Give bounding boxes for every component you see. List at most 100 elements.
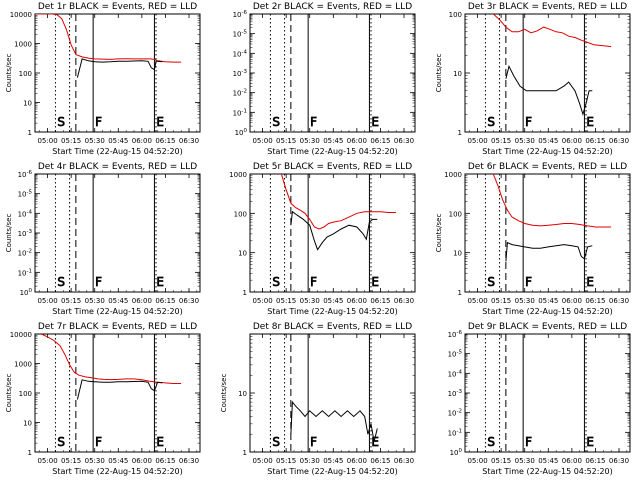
x-tick-label: 06:30 (179, 457, 199, 465)
x-tick-label: 06:30 (394, 457, 414, 465)
panel-det-7: Det 7r BLACK = Events, RED = LLD 1 10 100 10… (5, 322, 201, 476)
y-tick-label: 100 (19, 70, 32, 78)
x-tick-label: 06:15 (155, 137, 175, 145)
y-axis-label: Counts/sec (5, 54, 13, 93)
x-axis-label: Start Time (22-Aug-15 04:52:20) (267, 307, 398, 316)
x-tick-label: 06:15 (370, 297, 390, 305)
x-tick-label: 06:00 (132, 457, 152, 465)
x-axis-label: Start Time (22-Aug-15 04:52:20) (482, 467, 613, 476)
panel-det-8: Det 8r BLACK = Events, RED = LLD 1 10 05:00… (220, 322, 416, 476)
x-tick-label: 06:30 (609, 297, 629, 305)
x-tick-label: 05:30 (300, 297, 320, 305)
marker-label: S (487, 115, 495, 129)
panel-title: Det 9r BLACK = Events, RED = LLD (468, 322, 627, 332)
x-tick-label: 06:00 (347, 297, 367, 305)
y-tick-label: 10000 (10, 331, 32, 339)
marker-label: S (487, 275, 495, 289)
x-tick-label: 06:00 (562, 457, 582, 465)
x-tick-label: 05:00 (467, 137, 487, 145)
marker-label: E (156, 115, 164, 129)
x-tick-label: 06:30 (179, 297, 199, 305)
y-tick-label: 10-5 (448, 350, 463, 359)
plot-frame (249, 173, 416, 293)
panel-det-5: Det 5r BLACK = Events, RED = LLD 1 10 100 10… (229, 162, 416, 316)
series-line-lld (41, 334, 182, 384)
x-tick-label: 05:30 (515, 297, 535, 305)
y-tick-label: 10-2 (18, 249, 32, 258)
marker-label: S (272, 115, 280, 129)
x-tick-label: 06:30 (609, 457, 629, 465)
x-tick-label: 05:30 (515, 457, 535, 465)
y-tick-label: 10-1 (448, 428, 462, 437)
y-tick-label: 10-6 (448, 330, 463, 339)
y-tick-label: 100 (235, 128, 248, 137)
x-tick-label: 05:30 (515, 137, 535, 145)
x-tick-label: 05:45 (538, 137, 558, 145)
panel-title: Det 7r BLACK = Events, RED = LLD (38, 322, 197, 332)
y-tick-label: 1 (243, 449, 247, 457)
panel-det-4: Det 4r BLACK = Events, RED = LLD 100 10-1 1… (5, 162, 201, 316)
y-tick-label: 1000 (14, 361, 32, 369)
x-tick-label: 05:00 (467, 297, 487, 305)
x-tick-label: 05:30 (300, 457, 320, 465)
marker-label: E (156, 275, 164, 289)
x-axis-label: Start Time (22-Aug-15 04:52:20) (267, 467, 398, 476)
y-tick-label: 10-2 (233, 89, 247, 98)
x-tick-label: 05:00 (252, 297, 272, 305)
x-tick-label: 05:00 (252, 137, 272, 145)
y-tick-label: 10-5 (18, 190, 33, 199)
x-tick-label: 06:00 (562, 297, 582, 305)
x-tick-label: 05:30 (85, 137, 105, 145)
marker-label: E (586, 275, 594, 289)
series-line-events (76, 58, 163, 78)
series-line-events (290, 400, 378, 442)
marker-label: F (95, 275, 102, 289)
y-tick-label: 100 (449, 210, 462, 218)
x-axis-label: Start Time (22-Aug-15 04:52:20) (267, 147, 398, 156)
x-tick-label: 06:30 (609, 137, 629, 145)
y-tick-label: 100 (450, 448, 463, 457)
marker-label: F (310, 115, 317, 129)
x-tick-label: 05:45 (323, 137, 343, 145)
marker-label: F (95, 435, 102, 449)
x-tick-label: 05:15 (61, 297, 81, 305)
x-tick-label: 05:45 (323, 297, 343, 305)
x-tick-label: 06:15 (585, 137, 605, 145)
y-tick-label: 1 (458, 129, 462, 137)
marker-label: E (371, 435, 379, 449)
y-tick-label: 10-1 (18, 268, 32, 277)
x-tick-label: 05:15 (61, 457, 81, 465)
x-tick-label: 06:00 (132, 137, 152, 145)
y-tick-label: 10-3 (233, 69, 248, 78)
x-tick-label: 06:15 (585, 457, 605, 465)
y-tick-label: 10-4 (448, 369, 463, 378)
x-tick-label: 05:00 (37, 137, 57, 145)
panel-title: Det 4r BLACK = Events, RED = LLD (38, 162, 197, 172)
x-axis-label: Start Time (22-Aug-15 04:52:20) (482, 307, 613, 316)
series-line-events (505, 64, 593, 116)
y-tick-label: 10 (453, 70, 462, 78)
x-tick-label: 05:15 (61, 137, 81, 145)
marker-label: E (586, 115, 594, 129)
y-tick-label: 10-5 (233, 30, 248, 39)
panel-title: Det 2r BLACK = Events, RED = LLD (253, 2, 412, 12)
panel-det-9: Det 9r BLACK = Events, RED = LLD 100 10-1 1… (448, 322, 631, 476)
marker-label: E (371, 115, 379, 129)
x-tick-label: 06:15 (155, 457, 175, 465)
x-tick-label: 06:00 (132, 297, 152, 305)
x-tick-label: 05:00 (252, 457, 272, 465)
marker-label: E (156, 435, 164, 449)
panel-det-2: Det 2r BLACK = Events, RED = LLD 100 10-1 1… (233, 2, 416, 156)
series-line-lld (35, 14, 182, 63)
panel-det-3: Det 3r BLACK = Events, RED = LLD 1 10 100 05… (435, 2, 631, 156)
x-tick-label: 06:30 (394, 297, 414, 305)
x-tick-label: 05:45 (108, 297, 128, 305)
y-tick-label: 10 (23, 420, 32, 428)
x-tick-label: 05:45 (538, 297, 558, 305)
marker-label: F (310, 435, 317, 449)
series-line-lld (280, 174, 397, 230)
x-tick-label: 06:15 (370, 457, 390, 465)
marker-label: F (95, 115, 102, 129)
series-line-lld (492, 174, 612, 228)
x-axis-label: Start Time (22-Aug-15 04:52:20) (52, 467, 183, 476)
